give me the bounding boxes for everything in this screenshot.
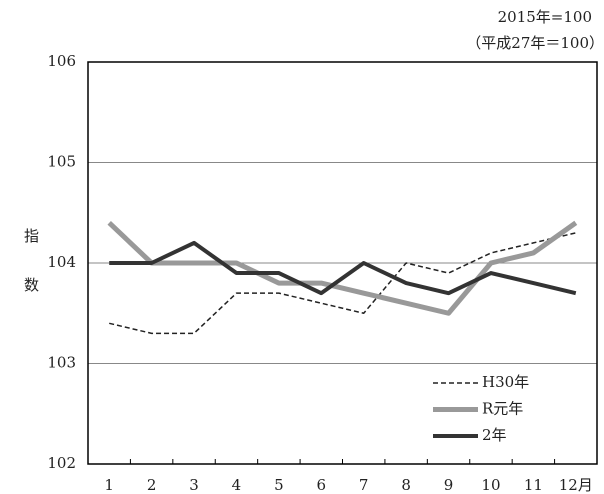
x-tick-label: 11 [524,476,543,494]
annotation: （平成27年＝100） [466,34,604,52]
x-tick-label: 10 [481,476,500,494]
series-line [109,240,577,296]
y-tick-label: 103 [47,354,76,372]
series-line [107,220,578,316]
legend-label: R元年 [482,400,523,418]
y-tick-label: 106 [47,52,76,70]
series-line [109,232,576,335]
x-tick-label: 4 [232,476,242,494]
y-tick-label: 102 [47,454,76,472]
y-axis-label: 指数 [22,228,40,326]
y-tick-label: 105 [47,153,76,171]
x-tick-label: 2 [147,476,157,494]
x-tick-label: 8 [401,476,411,494]
x-tick-label: 9 [444,476,454,494]
x-tick-label: 7 [359,476,369,494]
y-tick-label: 104 [47,253,76,271]
x-tick-label: 1 [104,476,114,494]
x-tick-label: 5 [274,476,284,494]
x-tick-label: 12月 [559,476,593,494]
legend-label: H30年 [482,373,529,391]
x-tick-label: 3 [189,476,199,494]
annotation: 2015年=100 [498,8,592,26]
x-tick-label: 6 [317,476,327,494]
legend-label: 2年 [482,426,507,444]
